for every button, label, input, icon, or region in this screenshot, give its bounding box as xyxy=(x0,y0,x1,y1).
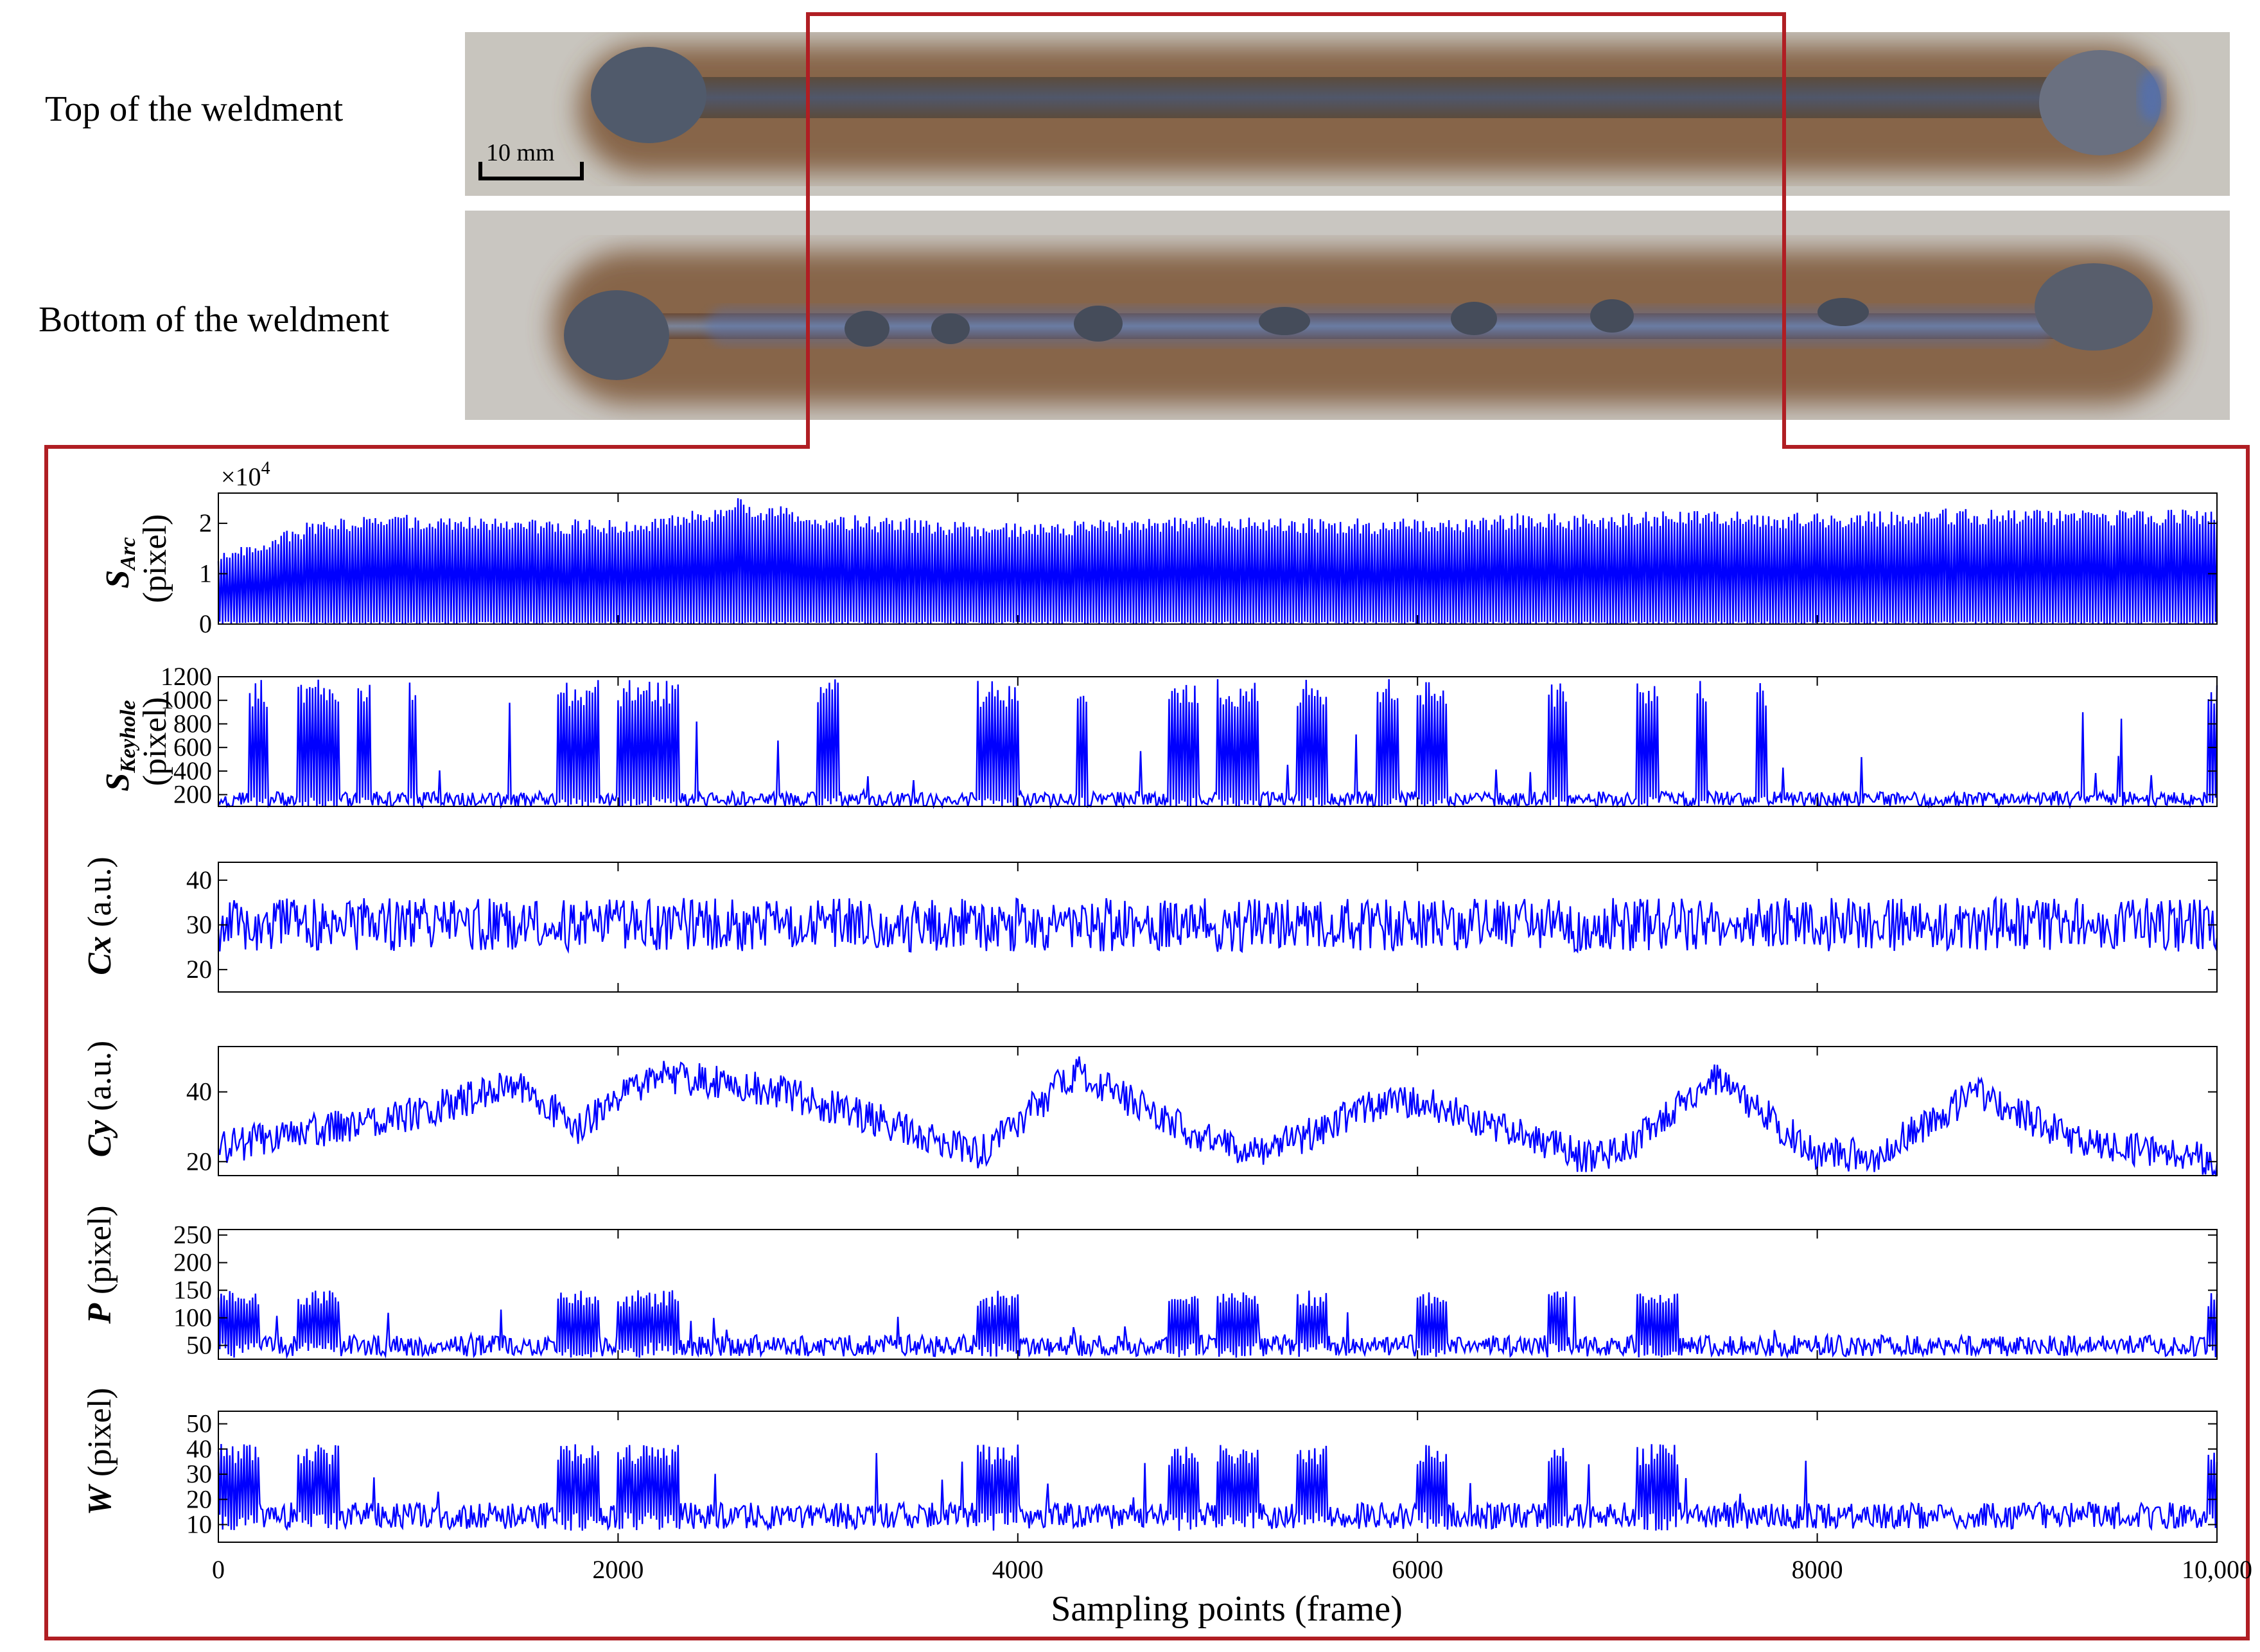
p-series-line xyxy=(217,1290,2218,1359)
y-axis-symbol: Cy xyxy=(82,1120,118,1158)
y-tick-label: 2 xyxy=(199,509,212,537)
bottom-photo-label: Bottom of the weldment xyxy=(39,300,389,340)
y-axis-label: SKeyhole xyxy=(100,691,140,791)
y-axis-unit xyxy=(100,691,136,700)
s-keyhole-series-line xyxy=(217,679,2218,810)
x-axis-label: Sampling points (frame) xyxy=(1051,1589,1402,1629)
x-tick-label: 2000 xyxy=(592,1555,644,1584)
y-tick-label: 200 xyxy=(173,780,212,809)
y-tick-label: 400 xyxy=(173,756,212,785)
y-axis-symbol: S xyxy=(100,773,136,792)
y-axis-label: P xyxy=(82,1303,118,1325)
y-axis-symbol: W xyxy=(82,1483,118,1515)
top-weldment-photo: 10 mm xyxy=(465,32,2230,196)
y-axis-label: SArc xyxy=(100,529,140,589)
y-tick-label: 150 xyxy=(173,1276,212,1305)
highlight-frame xyxy=(44,12,2250,1640)
y-tick-label: 250 xyxy=(173,1221,212,1249)
y-tick-label: 50 xyxy=(186,1331,212,1360)
y-tick-label: 20 xyxy=(186,955,212,984)
top-end-crater xyxy=(2039,50,2161,155)
x-tick-label: 0 xyxy=(212,1555,225,1584)
y-tick-label: 1 xyxy=(199,559,212,588)
y-axis-label: W xyxy=(82,1483,118,1515)
y-axis-symbol: S xyxy=(100,570,136,589)
y-axis-unit xyxy=(100,529,136,537)
y-tick-label: 600 xyxy=(173,733,212,761)
y-tick-label: 1200 xyxy=(161,662,212,691)
x-tick-label: 8000 xyxy=(1792,1555,1843,1584)
y-tick-label: 30 xyxy=(186,910,212,939)
y-tick-label: 40 xyxy=(186,1077,212,1106)
x-tick-label: 10,000 xyxy=(2182,1555,2252,1584)
panel-cx: 20 30 40 Cx (a.u.) xyxy=(82,856,2218,993)
scale-bar-label: 10 mm xyxy=(486,139,555,166)
x-tick-label: 6000 xyxy=(1392,1555,1443,1584)
axes-frame xyxy=(218,1229,2218,1360)
y-axis-unit-label: (a.u.) xyxy=(82,1041,118,1111)
y-tick-label: 0 xyxy=(199,609,212,638)
axes-frame xyxy=(218,1411,2218,1543)
y-axis-symbol: Cx xyxy=(82,936,118,975)
axes-frame xyxy=(218,492,2218,625)
axes-frame xyxy=(218,862,2218,993)
y-tick-label: 50 xyxy=(186,1409,212,1438)
y-tick-label: 1000 xyxy=(161,686,212,715)
cy-series-line xyxy=(217,1056,2218,1178)
y-axis-subscript: Keyhole xyxy=(116,700,140,773)
top-photo-label: Top of the weldment xyxy=(45,89,344,129)
top-end-temper xyxy=(2139,71,2164,122)
y-tick-label: 30 xyxy=(186,1459,212,1488)
axes-frame xyxy=(218,676,2218,807)
w-series-line xyxy=(217,1443,2218,1531)
y-axis-subscript: Arc xyxy=(116,537,140,571)
cx-series-line xyxy=(217,896,2218,954)
panel-s-arc: 0 1 2 ×104 SArc (pixel) xyxy=(100,458,2218,638)
s-arc-series-line xyxy=(217,498,2218,625)
top-start-crater xyxy=(591,47,706,143)
y-tick-label: 20 xyxy=(186,1147,212,1176)
y-axis-label: Cy xyxy=(82,1120,118,1158)
bottom-bead-nodules xyxy=(845,298,1869,347)
bottom-temper-band xyxy=(706,307,2055,345)
y-multiplier-exponent: 4 xyxy=(261,458,270,478)
y-tick-label: 40 xyxy=(186,1434,212,1463)
scale-bar: 10 mm xyxy=(478,139,584,180)
bottom-weldment-photo xyxy=(465,211,2230,420)
y-tick-label: 20 xyxy=(186,1484,212,1513)
y-axis-unit-label: (pixel) xyxy=(137,514,173,604)
x-tick-label: 4000 xyxy=(992,1555,1044,1584)
y-multiplier-label: ×104 xyxy=(221,458,270,491)
y-axis-unit-label: (a.u.) xyxy=(82,856,118,927)
y-tick-label: 200 xyxy=(173,1248,212,1277)
y-axis-unit-label: (pixel) xyxy=(137,697,173,787)
panel-cy: 20 40 Cy (a.u.) xyxy=(82,1041,2218,1178)
y-axis-label: Cx xyxy=(82,936,118,975)
weld-photos: Top of the weldment Bottom of the weldme… xyxy=(39,32,2230,420)
y-axis-unit-label: (pixel) xyxy=(82,1387,118,1477)
top-weld-bead xyxy=(617,77,2132,118)
bottom-end-crater xyxy=(2035,263,2153,351)
y-tick-label: 40 xyxy=(186,865,212,894)
y-tick-label: 100 xyxy=(173,1303,212,1332)
y-axis-symbol: P xyxy=(82,1303,118,1325)
y-axis-unit-label: (pixel) xyxy=(82,1205,118,1294)
bottom-start-crater xyxy=(564,290,669,380)
axes-frame xyxy=(218,1046,2218,1176)
y-tick-label: 800 xyxy=(173,709,212,738)
y-tick-label: 10 xyxy=(186,1510,212,1539)
